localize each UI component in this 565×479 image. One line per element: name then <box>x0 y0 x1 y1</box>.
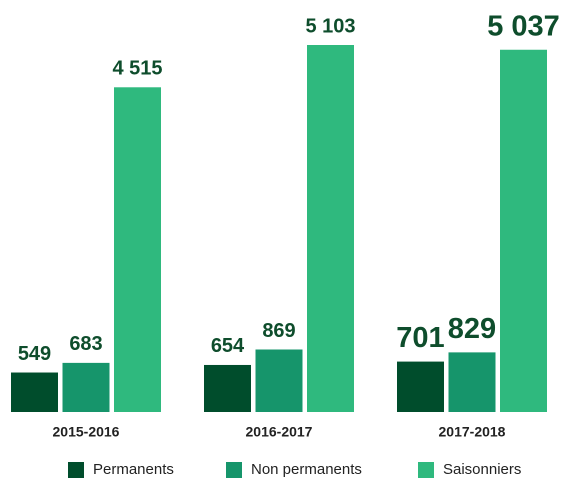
value-label: 654 <box>211 335 245 357</box>
legend-label: Non permanents <box>251 461 362 478</box>
value-label: 829 <box>448 313 496 345</box>
value-label: 5 103 <box>305 15 355 37</box>
value-label: 683 <box>69 333 102 355</box>
legend-swatch <box>226 462 242 478</box>
bar <box>397 361 444 412</box>
x-tick-label: 2015-2016 <box>53 424 120 440</box>
value-label: 869 <box>262 320 295 342</box>
legend-label: Saisonniers <box>443 461 521 478</box>
x-tick-label: 2017-2018 <box>439 424 506 440</box>
value-label: 4 515 <box>112 58 162 80</box>
bar <box>307 45 354 412</box>
legend-swatch <box>68 462 84 478</box>
value-label: 701 <box>396 322 444 354</box>
legend-swatch <box>418 462 434 478</box>
legend-label: Permanents <box>93 461 174 478</box>
bar <box>11 372 58 412</box>
value-label: 5 037 <box>487 10 560 42</box>
bar <box>204 364 251 412</box>
bar <box>448 352 496 412</box>
value-label: 549 <box>18 343 51 365</box>
bar <box>255 349 303 412</box>
x-tick-label: 2016-2017 <box>246 424 313 440</box>
bar <box>114 87 161 413</box>
bar <box>62 362 110 412</box>
bar <box>500 49 547 413</box>
